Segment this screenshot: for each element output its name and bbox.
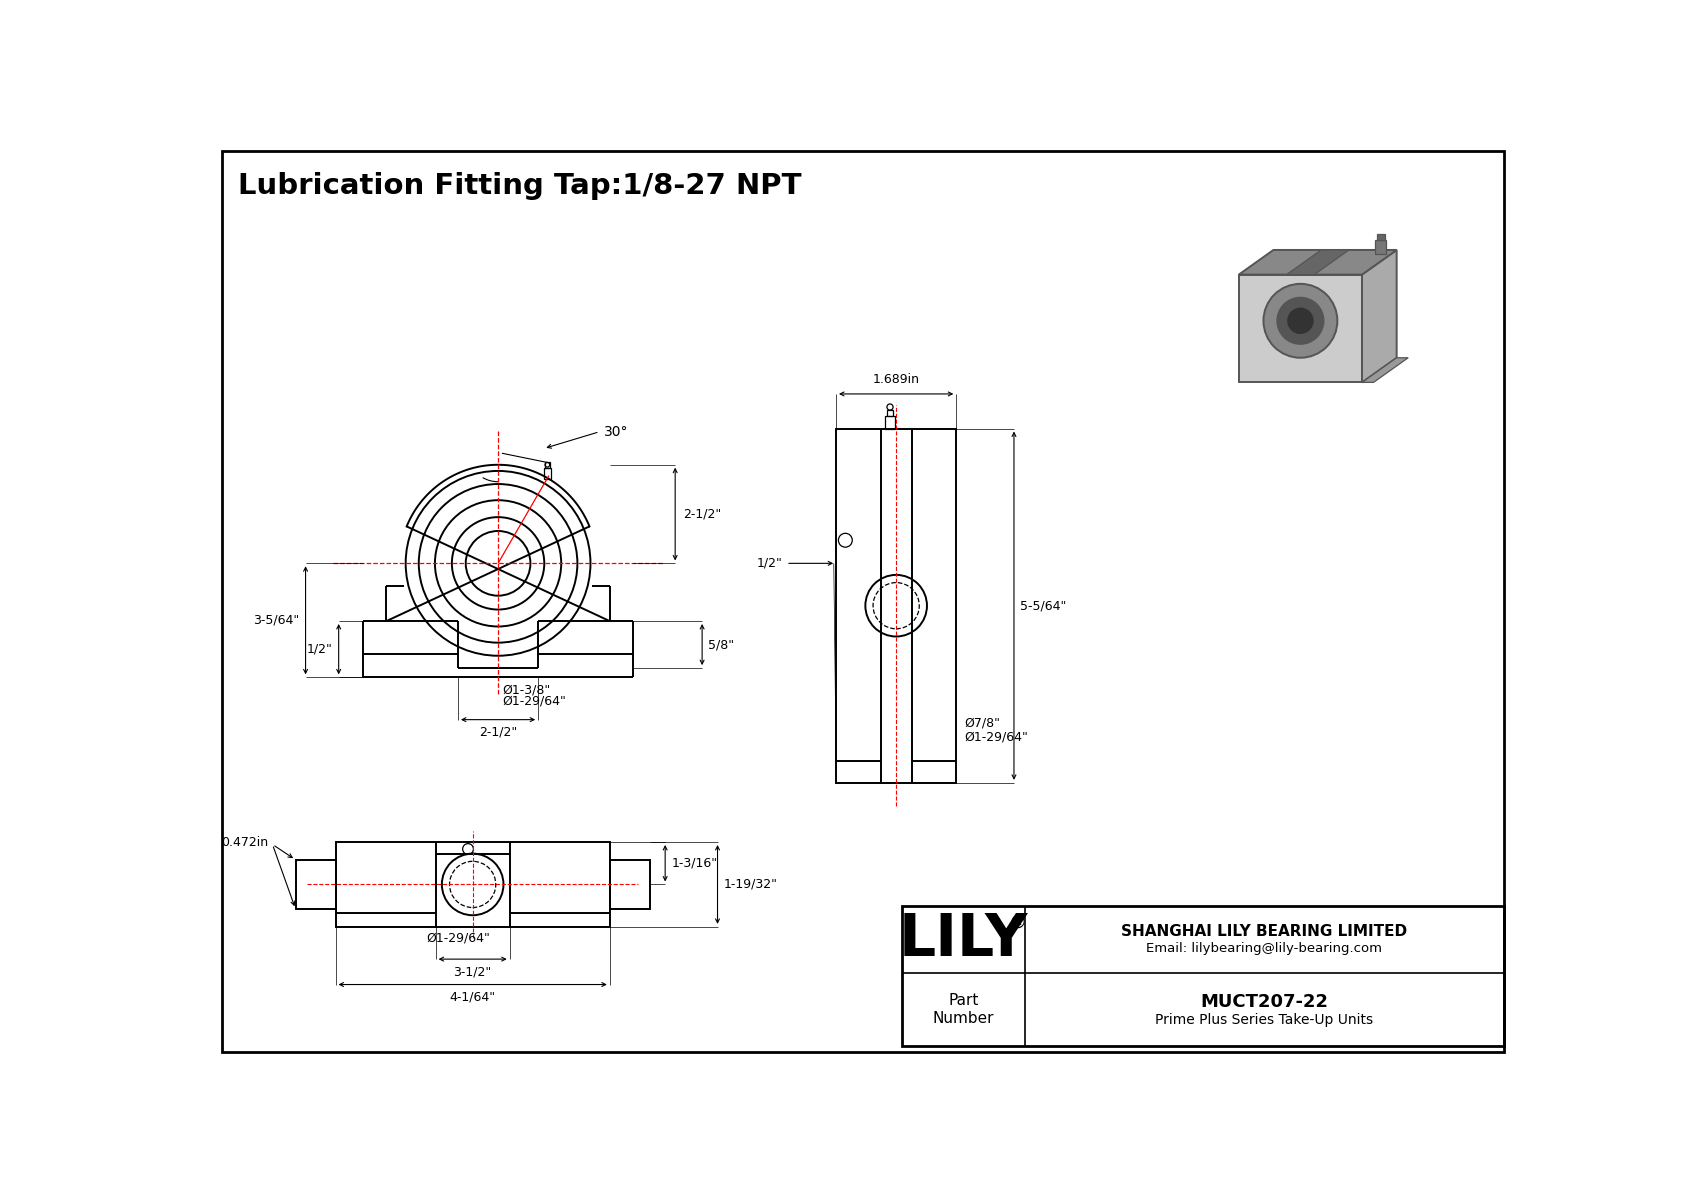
Text: 2-1/2": 2-1/2" [478,725,517,738]
Text: Prime Plus Series Take-Up Units: Prime Plus Series Take-Up Units [1155,1012,1372,1027]
Text: Ø1-29/64": Ø1-29/64" [426,931,490,944]
Bar [835,429,957,782]
Bar [1376,239,1386,254]
Text: MUCT207-22: MUCT207-22 [1201,993,1329,1011]
Text: Ø1-29/64": Ø1-29/64" [502,694,566,707]
Polygon shape [1362,357,1408,382]
Text: 1-19/32": 1-19/32" [724,878,778,891]
Text: 3-1/2": 3-1/2" [453,965,492,978]
Bar [884,417,896,429]
Text: Lubrication Fitting Tap:1/8-27 NPT: Lubrication Fitting Tap:1/8-27 NPT [237,173,802,200]
Text: ®: ® [1009,913,1026,931]
Circle shape [1276,298,1324,344]
Polygon shape [1287,250,1349,275]
Bar [546,462,549,468]
Circle shape [1287,307,1314,335]
Text: 5-5/64": 5-5/64" [1021,599,1066,612]
Polygon shape [1362,250,1396,382]
Bar [903,906,1504,1046]
Text: LILY: LILY [899,911,1029,968]
Text: 30°: 30° [603,425,628,438]
Text: 5/8": 5/8" [709,638,734,651]
Text: 3-5/64": 3-5/64" [253,613,300,626]
Bar [1239,275,1362,382]
Bar [1378,233,1386,239]
Text: Email: lilybearing@lily-bearing.com: Email: lilybearing@lily-bearing.com [1147,942,1383,955]
Text: 1/2": 1/2" [756,557,781,569]
Text: 0.472in: 0.472in [222,836,269,849]
Bar [887,410,893,417]
Text: 1.689in: 1.689in [872,373,919,386]
Bar [544,468,551,480]
Text: SHANGHAI LILY BEARING LIMITED: SHANGHAI LILY BEARING LIMITED [1122,924,1408,940]
Bar [296,860,335,909]
Circle shape [1263,283,1337,357]
Text: 1/2": 1/2" [306,643,332,656]
Text: 1-3/16": 1-3/16" [672,856,717,869]
Text: 4-1/64": 4-1/64" [450,991,495,1004]
Bar [610,860,650,909]
Text: Ø1-3/8": Ø1-3/8" [502,684,551,696]
Polygon shape [1239,250,1396,275]
Text: Part
Number: Part Number [933,993,994,1025]
Bar [335,842,610,927]
Text: 2-1/2": 2-1/2" [684,507,721,520]
Text: Ø1-29/64": Ø1-29/64" [963,730,1027,743]
Text: Ø7/8": Ø7/8" [963,716,1000,729]
